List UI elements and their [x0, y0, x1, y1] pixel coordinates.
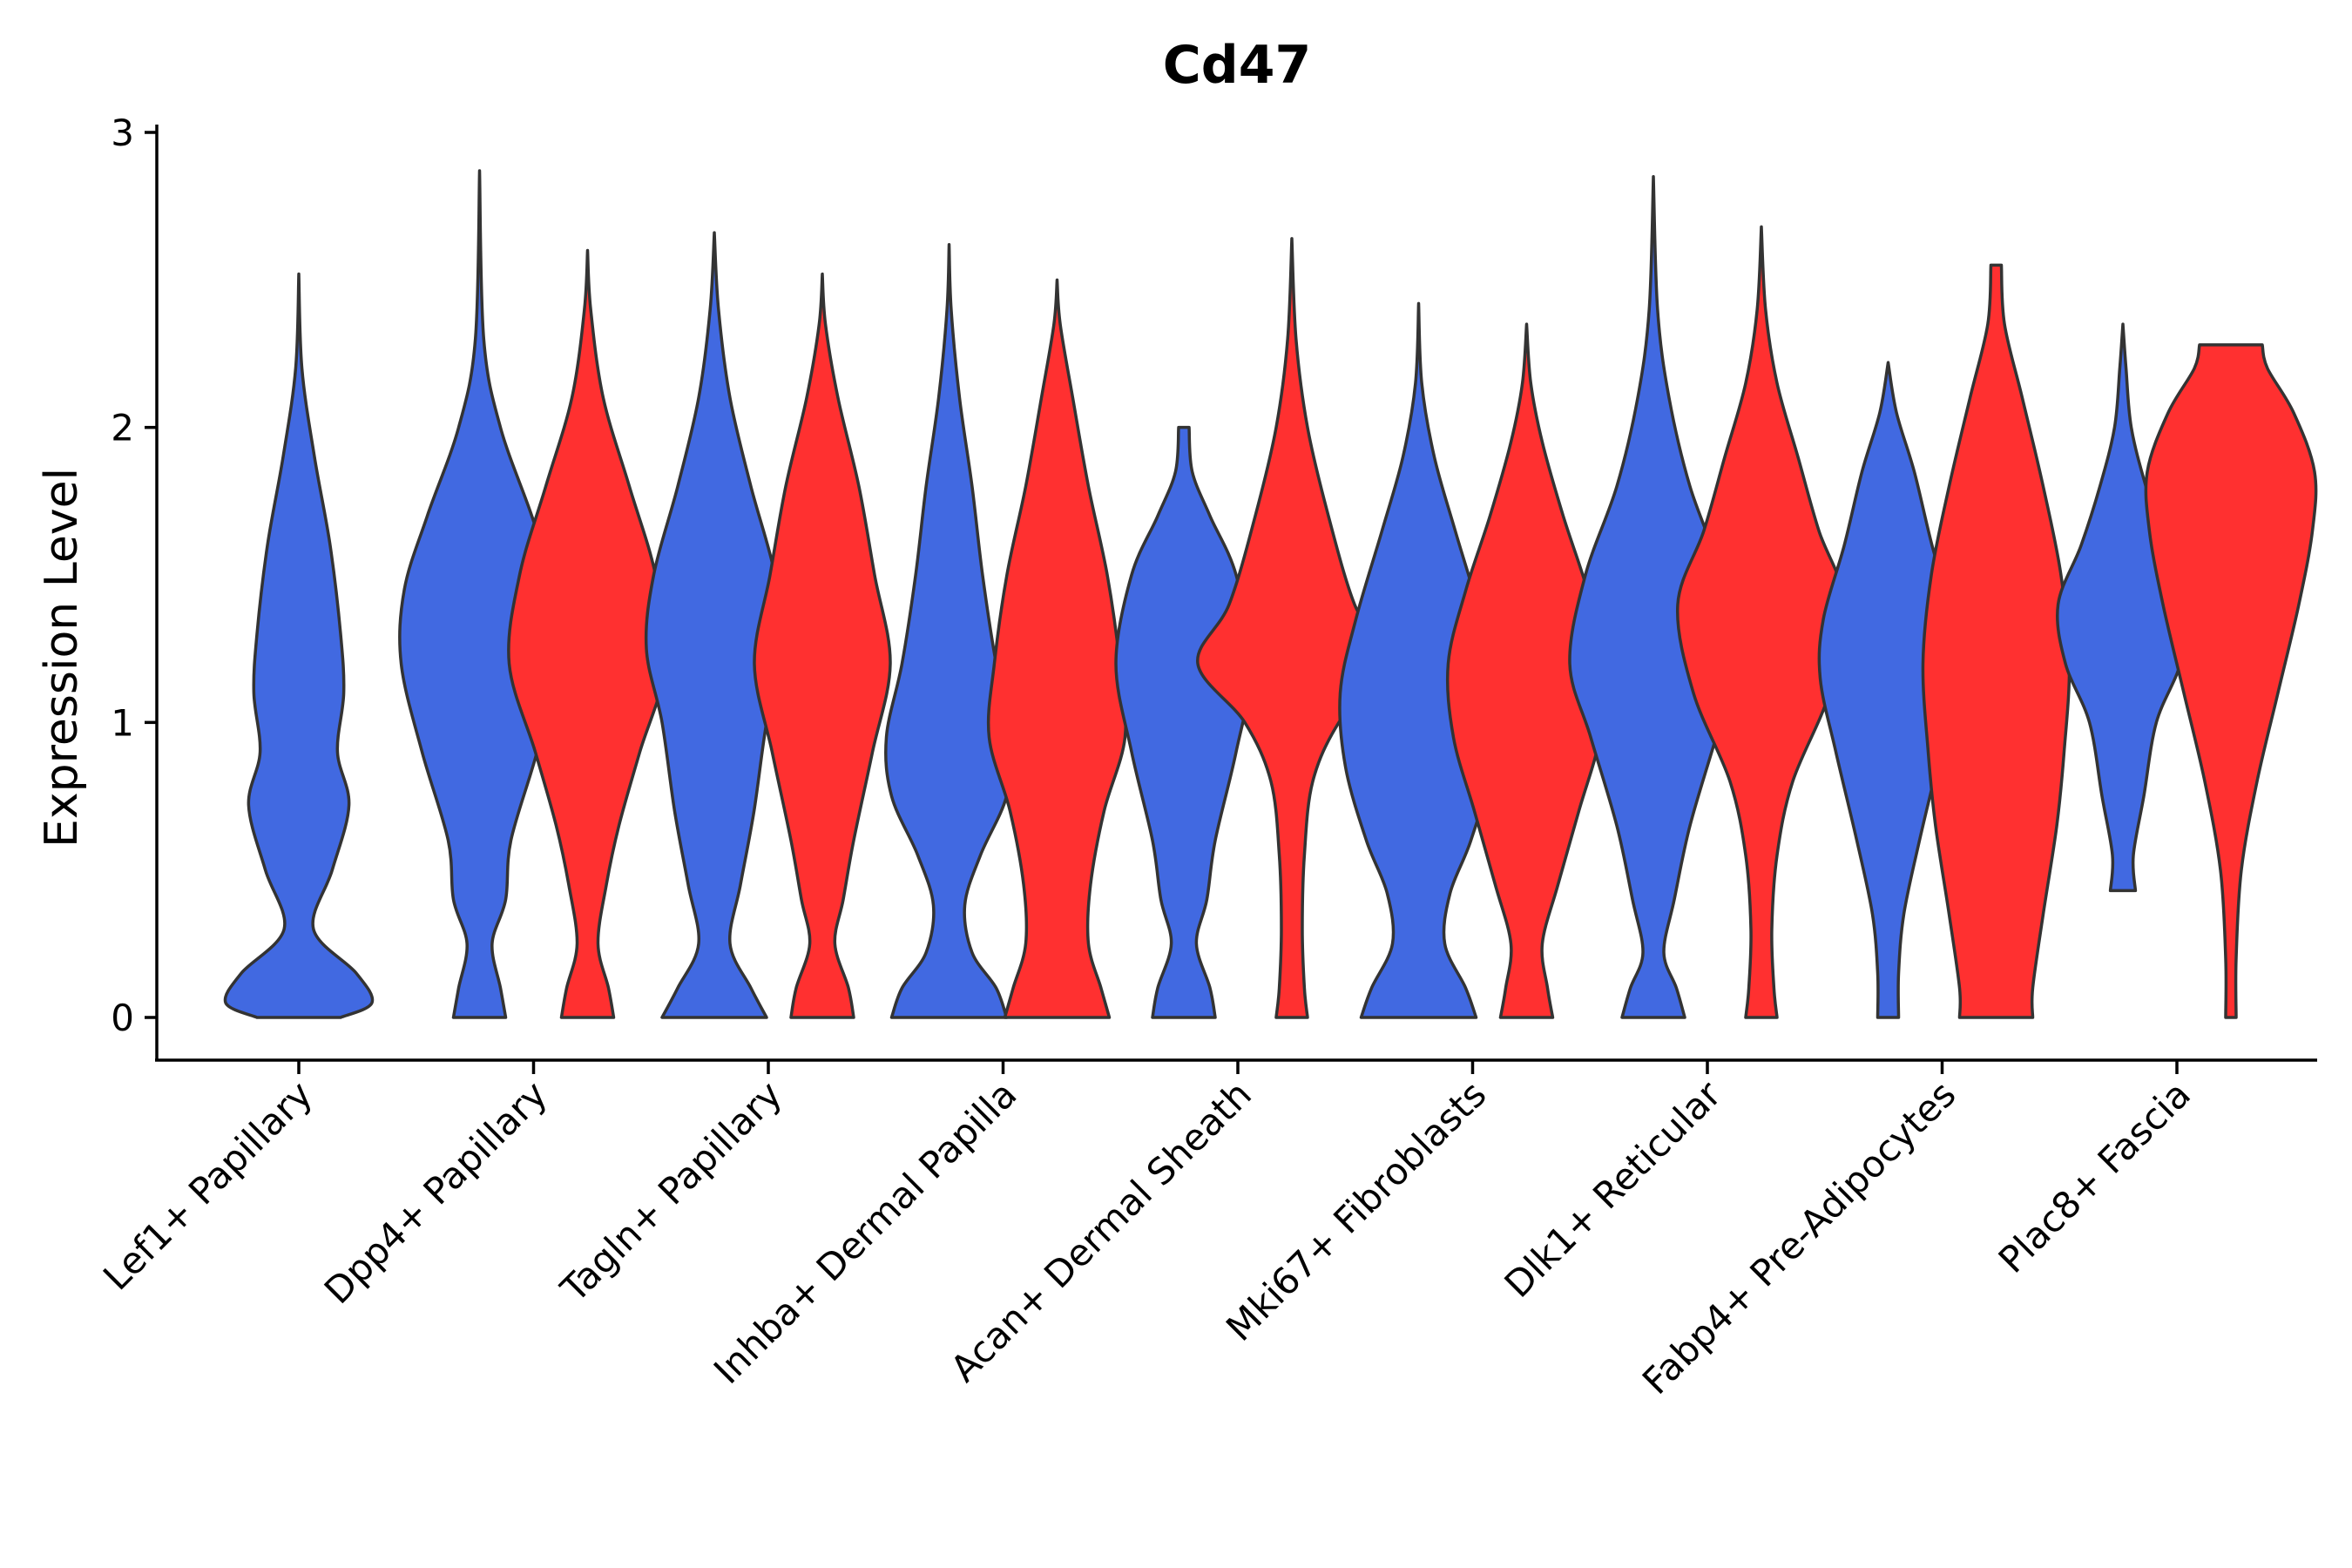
violin-red-4: [1196, 237, 1388, 1019]
violin-blue-4: [1114, 425, 1254, 1019]
violin-red-8: [2144, 343, 2318, 1019]
y-tick-label: 1: [111, 701, 134, 744]
x-tick-label: Mki67+ Fibroblasts: [1218, 1072, 1494, 1348]
violin-blue-0: [223, 272, 375, 1019]
y-tick-label: 2: [111, 407, 134, 449]
violin-blue-8: [2056, 322, 2191, 893]
violin-blue-3: [884, 242, 1015, 1019]
y-tick-label: 0: [111, 997, 134, 1039]
y-axis-label: Expression Level: [36, 468, 88, 848]
violin-red-7: [1921, 263, 2072, 1019]
violin-red-6: [1675, 225, 1847, 1019]
violin-red-3: [986, 278, 1128, 1019]
violin-blue-5: [1338, 301, 1499, 1019]
violin-blue-2: [644, 231, 785, 1019]
violin-red-2: [753, 272, 892, 1019]
violin-blue-1: [398, 169, 561, 1019]
violin-red-5: [1445, 322, 1608, 1019]
x-tick-label: Lef1+ Papillary: [95, 1072, 321, 1298]
y-tick-label: 3: [111, 112, 134, 154]
violin-blue-7: [1817, 361, 1959, 1019]
violin-layer: [223, 169, 2318, 1019]
chart-title: Cd47: [1163, 35, 1311, 96]
x-tick-label: Plac8+ Fascia: [1990, 1072, 2199, 1281]
y-axis-ticks: 0 1 2 3: [111, 112, 157, 1039]
x-tick-label: Dlk1+ Reticular: [1497, 1072, 1730, 1306]
violin-red-1: [507, 248, 668, 1019]
violin-blue-6: [1568, 175, 1739, 1019]
x-tick-label: Tagln+ Papillary: [552, 1072, 790, 1310]
x-tick-label: Dpp4+ Papillary: [316, 1072, 556, 1312]
